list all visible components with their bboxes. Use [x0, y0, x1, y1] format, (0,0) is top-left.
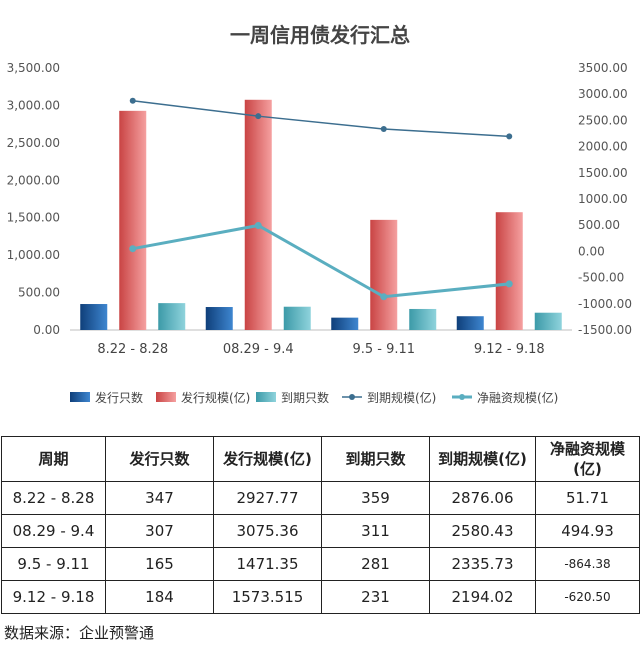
cell-issue-amount: 1573.515 [213, 580, 322, 614]
right-axis-tick-label: 2000.00 [578, 140, 628, 154]
legend-swatch [156, 392, 176, 402]
right-axis-tick-label: 3000.00 [578, 87, 628, 101]
legend-marker [459, 394, 465, 400]
chart-area: 一周信用债发行汇总 0.00 500.00 1,000.00 1,500.00 2,000… [7, 23, 632, 405]
x-axis-tick-label: 08.29 - 9.4 [223, 342, 294, 357]
cell-net-financing: -864.38 [535, 547, 640, 581]
cell-net-financing: -620.50 [535, 580, 640, 614]
right-axis-tick-label: -1500.00 [578, 323, 632, 337]
data-source-note: 数据来源：企业预警通 [4, 624, 155, 642]
header-period: 周期 [1, 436, 106, 482]
bar-maturity-count [409, 308, 437, 330]
left-axis-tick-label: 500.00 [18, 286, 60, 300]
cell-issue-amount: 2927.77 [213, 481, 322, 515]
point-net-financing [254, 221, 262, 229]
point-maturity-amount [129, 97, 136, 104]
cell-issue-count: 307 [105, 514, 214, 548]
table-header-row: 周期 发行只数 发行规模(亿) 到期只数 到期规模(亿) 净融资规模(亿) [1, 436, 640, 482]
legend-swatch [256, 392, 276, 402]
cell-maturity-count: 231 [321, 580, 430, 614]
header-maturity-amount: 到期规模(亿) [429, 436, 536, 482]
cell-maturity-count: 281 [321, 547, 430, 581]
summary-table: 周期 发行只数 发行规模(亿) 到期只数 到期规模(亿) 净融资规模(亿) 8.… [1, 436, 640, 614]
line-maturity-amount [132, 99, 510, 138]
bar-issue-count [331, 317, 359, 330]
cell-maturity-amount: 2580.43 [429, 514, 536, 548]
bar-maturity-count [283, 306, 311, 330]
legend-marker [349, 394, 355, 400]
cell-issue-amount: 3075.36 [213, 514, 322, 548]
bar-issue-amount [370, 219, 398, 330]
point-net-financing [505, 280, 513, 288]
cell-issue-amount: 1471.35 [213, 547, 322, 581]
legend-label: 发行只数 [95, 390, 143, 405]
cell-net-financing: 494.93 [535, 514, 640, 548]
legend-swatch [70, 392, 90, 402]
legend-label: 净融资规模(亿) [477, 390, 558, 405]
right-axis-tick-label: 2500.00 [578, 113, 628, 127]
line-net-financing [132, 223, 510, 299]
cell-maturity-count: 359 [321, 481, 430, 515]
cell-net-financing: 51.71 [535, 481, 640, 515]
header-issue-count: 发行只数 [105, 436, 214, 482]
left-axis-tick-label: 2,500.00 [7, 136, 60, 150]
bar-maturity-count [534, 312, 562, 330]
header-maturity-count: 到期只数 [321, 436, 430, 482]
right-axis-tick-label: 1000.00 [578, 192, 628, 206]
right-axis-tick-label: -500.00 [578, 271, 624, 285]
cell-period: 8.22 - 8.28 [1, 481, 106, 515]
cell-maturity-amount: 2335.73 [429, 547, 536, 581]
right-axis-tick-label: 500.00 [578, 218, 620, 232]
cell-issue-count: 165 [105, 547, 214, 581]
bond-issuance-chart: 一周信用债发行汇总 0.00 500.00 1,000.00 1,500.00 2,000… [7, 23, 632, 405]
bar-issue-amount [119, 110, 147, 330]
cell-maturity-count: 311 [321, 514, 430, 548]
left-axis-tick-label: 2,000.00 [7, 173, 60, 187]
left-axis-tick-label: 1,000.00 [7, 248, 60, 262]
point-net-financing [129, 245, 137, 253]
cell-period: 9.5 - 9.11 [1, 547, 106, 581]
left-axis-tick-label: 1,500.00 [7, 211, 60, 225]
x-axis-tick-label: 9.5 - 9.11 [352, 342, 415, 357]
header-issue-amount: 发行规模(亿) [213, 436, 322, 482]
bar-issue-count [205, 307, 233, 330]
cell-issue-count: 184 [105, 580, 214, 614]
left-axis-tick-label: 0.00 [33, 323, 60, 337]
point-maturity-amount [506, 133, 513, 140]
x-axis-tick-label: 8.22 - 8.28 [97, 342, 168, 357]
bar-maturity-count [158, 303, 186, 330]
table-row: 8.22 - 8.28 347 2927.77 359 2876.06 51.7… [1, 481, 640, 515]
bar-issue-amount [244, 99, 272, 330]
bar-issue-count [80, 304, 108, 330]
legend-label: 发行规模(亿) [181, 390, 250, 405]
table-row: 08.29 - 9.4 307 3075.36 311 2580.43 494.… [1, 514, 640, 548]
point-maturity-amount [255, 113, 262, 120]
legend-label: 到期只数 [281, 390, 329, 405]
bar-issue-count [456, 316, 484, 330]
x-axis-tick-label: 9.12 - 9.18 [474, 342, 545, 357]
cell-period: 9.12 - 9.18 [1, 580, 106, 614]
header-net-financing: 净融资规模(亿) [535, 436, 640, 482]
point-maturity-amount [380, 126, 387, 133]
cell-issue-count: 347 [105, 481, 214, 515]
bar-issue-amount [495, 212, 523, 330]
right-axis-tick-label: -1000.00 [578, 297, 632, 311]
point-net-financing [380, 293, 388, 301]
right-axis-tick-label: 0.00 [578, 244, 605, 258]
left-axis-tick-label: 3,500.00 [7, 61, 60, 75]
left-axis-tick-label: 3,000.00 [7, 98, 60, 112]
cell-maturity-amount: 2876.06 [429, 481, 536, 515]
table-row: 9.5 - 9.11 165 1471.35 281 2335.73 -864.… [1, 547, 640, 581]
right-axis-tick-label: 1500.00 [578, 166, 628, 180]
cell-maturity-amount: 2194.02 [429, 580, 536, 614]
cell-period: 08.29 - 9.4 [1, 514, 106, 548]
table-row: 9.12 - 9.18 184 1573.515 231 2194.02 -62… [1, 580, 640, 614]
legend-label: 到期规模(亿) [367, 390, 436, 405]
right-axis-tick-label: 3500.00 [578, 61, 628, 75]
chart-title: 一周信用债发行汇总 [230, 23, 410, 47]
